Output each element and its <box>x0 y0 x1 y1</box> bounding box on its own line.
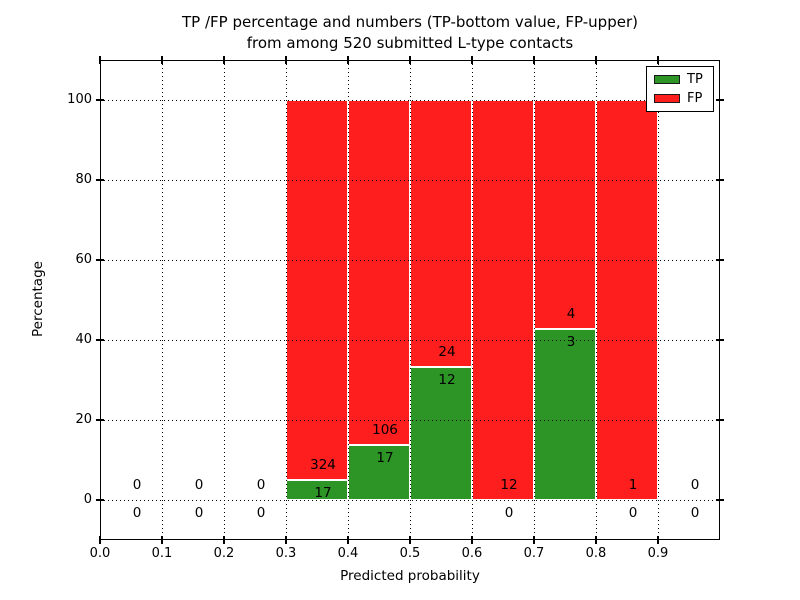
fp-count-annotation: 0 <box>194 477 204 493</box>
fp-bar-segment <box>472 100 534 500</box>
tp-count-annotation: 3 <box>566 333 576 350</box>
v-gridline <box>162 60 163 540</box>
tick-mark <box>716 419 724 421</box>
x-tick-label: 0.8 <box>585 546 607 561</box>
y-tick-label: 40 <box>75 332 92 347</box>
v-gridline <box>286 60 287 540</box>
v-gridline <box>410 60 411 540</box>
tp-count-annotation: 17 <box>314 485 332 502</box>
fp-count-annotation: 106 <box>372 421 398 438</box>
tick-mark <box>716 179 724 181</box>
tick-mark <box>716 99 724 101</box>
x-tick-label: 0.1 <box>151 546 173 561</box>
tick-mark <box>595 56 597 64</box>
v-gridline <box>658 60 659 540</box>
y-tick-label: 20 <box>75 412 92 427</box>
tick-mark <box>471 536 473 544</box>
y-tick-label: 100 <box>67 92 92 107</box>
tp-count-annotation: 0 <box>690 505 700 521</box>
tick-mark <box>96 419 104 421</box>
tp-count-annotation: 0 <box>256 505 266 521</box>
tp-legend-swatch <box>654 75 680 85</box>
tp-count-annotation: 0 <box>628 505 638 521</box>
x-tick-label: 0.4 <box>337 546 359 561</box>
fp-count-annotation: 4 <box>566 305 576 322</box>
tick-mark <box>533 536 535 544</box>
legend-row-tp: TP <box>647 72 713 87</box>
tp-legend-label: TP <box>687 72 703 88</box>
tick-mark <box>347 56 349 64</box>
tick-mark <box>285 536 287 544</box>
tick-mark <box>533 56 535 64</box>
tp-count-annotation: 12 <box>438 371 456 388</box>
fp-count-annotation: 0 <box>256 477 266 493</box>
x-tick-label: 0.0 <box>89 546 111 561</box>
fp-count-annotation: 1 <box>628 477 638 493</box>
x-tick-label: 0.2 <box>213 546 235 561</box>
tick-mark <box>657 536 659 544</box>
fp-legend-swatch <box>654 93 680 103</box>
tp-count-annotation: 17 <box>376 449 394 466</box>
x-tick-label: 0.9 <box>647 546 669 561</box>
tick-mark <box>96 179 104 181</box>
x-tick-label: 0.7 <box>523 546 545 561</box>
v-gridline <box>224 60 225 540</box>
tick-mark <box>409 56 411 64</box>
v-gridline <box>348 60 349 540</box>
fp-count-annotation: 0 <box>690 477 700 493</box>
x-axis-label: Predicted probability <box>340 568 480 584</box>
fp-bar-segment <box>410 100 472 367</box>
tick-mark <box>96 259 104 261</box>
y-tick-label: 0 <box>83 492 92 507</box>
y-tick-label: 60 <box>75 252 92 267</box>
tick-mark <box>96 339 104 341</box>
fp-count-annotation: 324 <box>310 457 336 474</box>
tick-mark <box>285 56 287 64</box>
tp-count-annotation: 0 <box>194 505 204 521</box>
tp-count-annotation: 0 <box>132 505 142 521</box>
x-tick-label: 0.6 <box>461 546 483 561</box>
tick-mark <box>223 56 225 64</box>
tick-mark <box>716 339 724 341</box>
fp-bar-segment <box>534 100 596 329</box>
x-tick-label: 0.3 <box>275 546 297 561</box>
tick-mark <box>716 259 724 261</box>
tp-bar-segment <box>348 444 410 500</box>
tick-mark <box>161 56 163 64</box>
fp-count-annotation: 24 <box>438 343 456 360</box>
legend-row-fp: FP <box>647 91 713 106</box>
tick-mark <box>99 56 101 64</box>
tick-mark <box>716 499 724 501</box>
tick-mark <box>347 536 349 544</box>
tick-mark <box>409 536 411 544</box>
fp-legend-label: FP <box>687 90 703 106</box>
fp-bar-segment <box>286 100 348 481</box>
tick-mark <box>471 56 473 64</box>
v-gridline <box>534 60 535 540</box>
fp-count-annotation: 12 <box>500 477 518 493</box>
chart-title-line1: TP /FP percentage and numbers (TP-bottom… <box>182 13 638 31</box>
tick-mark <box>223 536 225 544</box>
fp-count-annotation: 0 <box>132 477 142 493</box>
tick-mark <box>657 56 659 64</box>
tp-count-annotation: 0 <box>504 505 514 521</box>
v-gridline <box>472 60 473 540</box>
tick-mark <box>99 536 101 544</box>
v-gridline <box>596 60 597 540</box>
chart-title-line2: from among 520 submitted L-type contacts <box>246 34 574 52</box>
legend: TP FP <box>646 66 714 112</box>
tick-mark <box>96 499 104 501</box>
y-tick-label: 80 <box>75 172 92 187</box>
tick-mark <box>96 99 104 101</box>
tick-mark <box>595 536 597 544</box>
tick-mark <box>161 536 163 544</box>
tp-bar-segment <box>534 328 596 500</box>
x-tick-label: 0.5 <box>399 546 421 561</box>
